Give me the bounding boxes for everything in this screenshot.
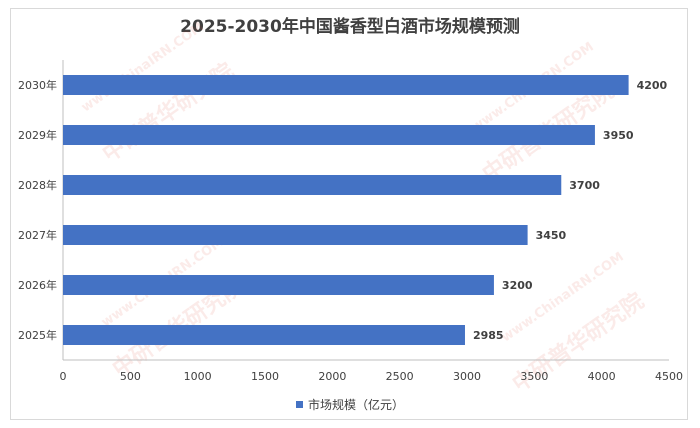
y-tick-label: 2028年 — [18, 178, 57, 192]
bar — [63, 275, 494, 295]
x-tick-label: 4000 — [588, 370, 616, 383]
bar — [63, 175, 562, 195]
y-tick-label: 2025年 — [18, 328, 57, 342]
x-tick-label: 1500 — [251, 370, 279, 383]
x-tick-label: 500 — [120, 370, 141, 383]
data-label: 3700 — [569, 179, 600, 192]
data-label: 3950 — [603, 129, 634, 142]
x-tick-label: 0 — [60, 370, 67, 383]
x-tick-label: 1000 — [184, 370, 212, 383]
y-tick-label: 2026年 — [18, 278, 57, 292]
bar — [63, 325, 465, 345]
y-tick-label: 2027年 — [18, 228, 57, 242]
x-tick-label: 3000 — [453, 370, 481, 383]
x-tick-label: 3500 — [520, 370, 548, 383]
x-tick-label: 2000 — [318, 370, 346, 383]
legend: 市场规模（亿元） — [0, 396, 700, 413]
y-tick-label: 2029年 — [18, 128, 57, 142]
bar — [63, 125, 595, 145]
data-label: 3200 — [502, 279, 533, 292]
data-label: 2985 — [473, 329, 504, 342]
bar — [63, 75, 629, 95]
y-tick-label: 2030年 — [18, 78, 57, 92]
chart-title: 2025-2030年中国酱香型白酒市场规模预测 — [180, 17, 520, 37]
legend-swatch — [295, 401, 303, 408]
data-label: 4200 — [637, 79, 668, 92]
data-label: 3450 — [536, 229, 567, 242]
legend-label: 市场规模（亿元） — [307, 398, 404, 412]
x-tick-label: 4500 — [655, 370, 683, 383]
x-tick-label: 2500 — [386, 370, 414, 383]
bar — [63, 225, 528, 245]
